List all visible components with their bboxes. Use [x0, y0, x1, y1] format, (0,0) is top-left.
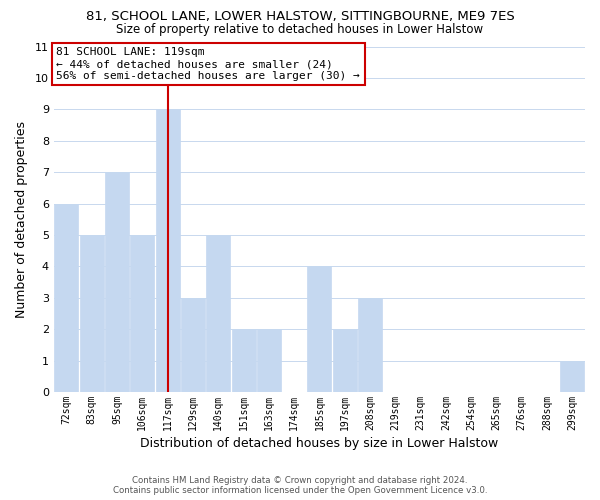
Text: 81 SCHOOL LANE: 119sqm
← 44% of detached houses are smaller (24)
56% of semi-det: 81 SCHOOL LANE: 119sqm ← 44% of detached… — [56, 48, 360, 80]
Bar — [332, 329, 357, 392]
X-axis label: Distribution of detached houses by size in Lower Halstow: Distribution of detached houses by size … — [140, 437, 499, 450]
Bar — [80, 235, 104, 392]
Bar — [358, 298, 382, 392]
Bar — [155, 110, 179, 392]
Bar — [307, 266, 331, 392]
Bar — [257, 329, 281, 392]
Bar — [206, 235, 230, 392]
Bar — [181, 298, 205, 392]
Text: 81, SCHOOL LANE, LOWER HALSTOW, SITTINGBOURNE, ME9 7ES: 81, SCHOOL LANE, LOWER HALSTOW, SITTINGB… — [86, 10, 514, 23]
Bar — [232, 329, 256, 392]
Bar — [560, 360, 584, 392]
Text: Size of property relative to detached houses in Lower Halstow: Size of property relative to detached ho… — [116, 22, 484, 36]
Y-axis label: Number of detached properties: Number of detached properties — [15, 121, 28, 318]
Bar — [105, 172, 129, 392]
Bar — [130, 235, 154, 392]
Bar — [55, 204, 79, 392]
Text: Contains HM Land Registry data © Crown copyright and database right 2024.
Contai: Contains HM Land Registry data © Crown c… — [113, 476, 487, 495]
